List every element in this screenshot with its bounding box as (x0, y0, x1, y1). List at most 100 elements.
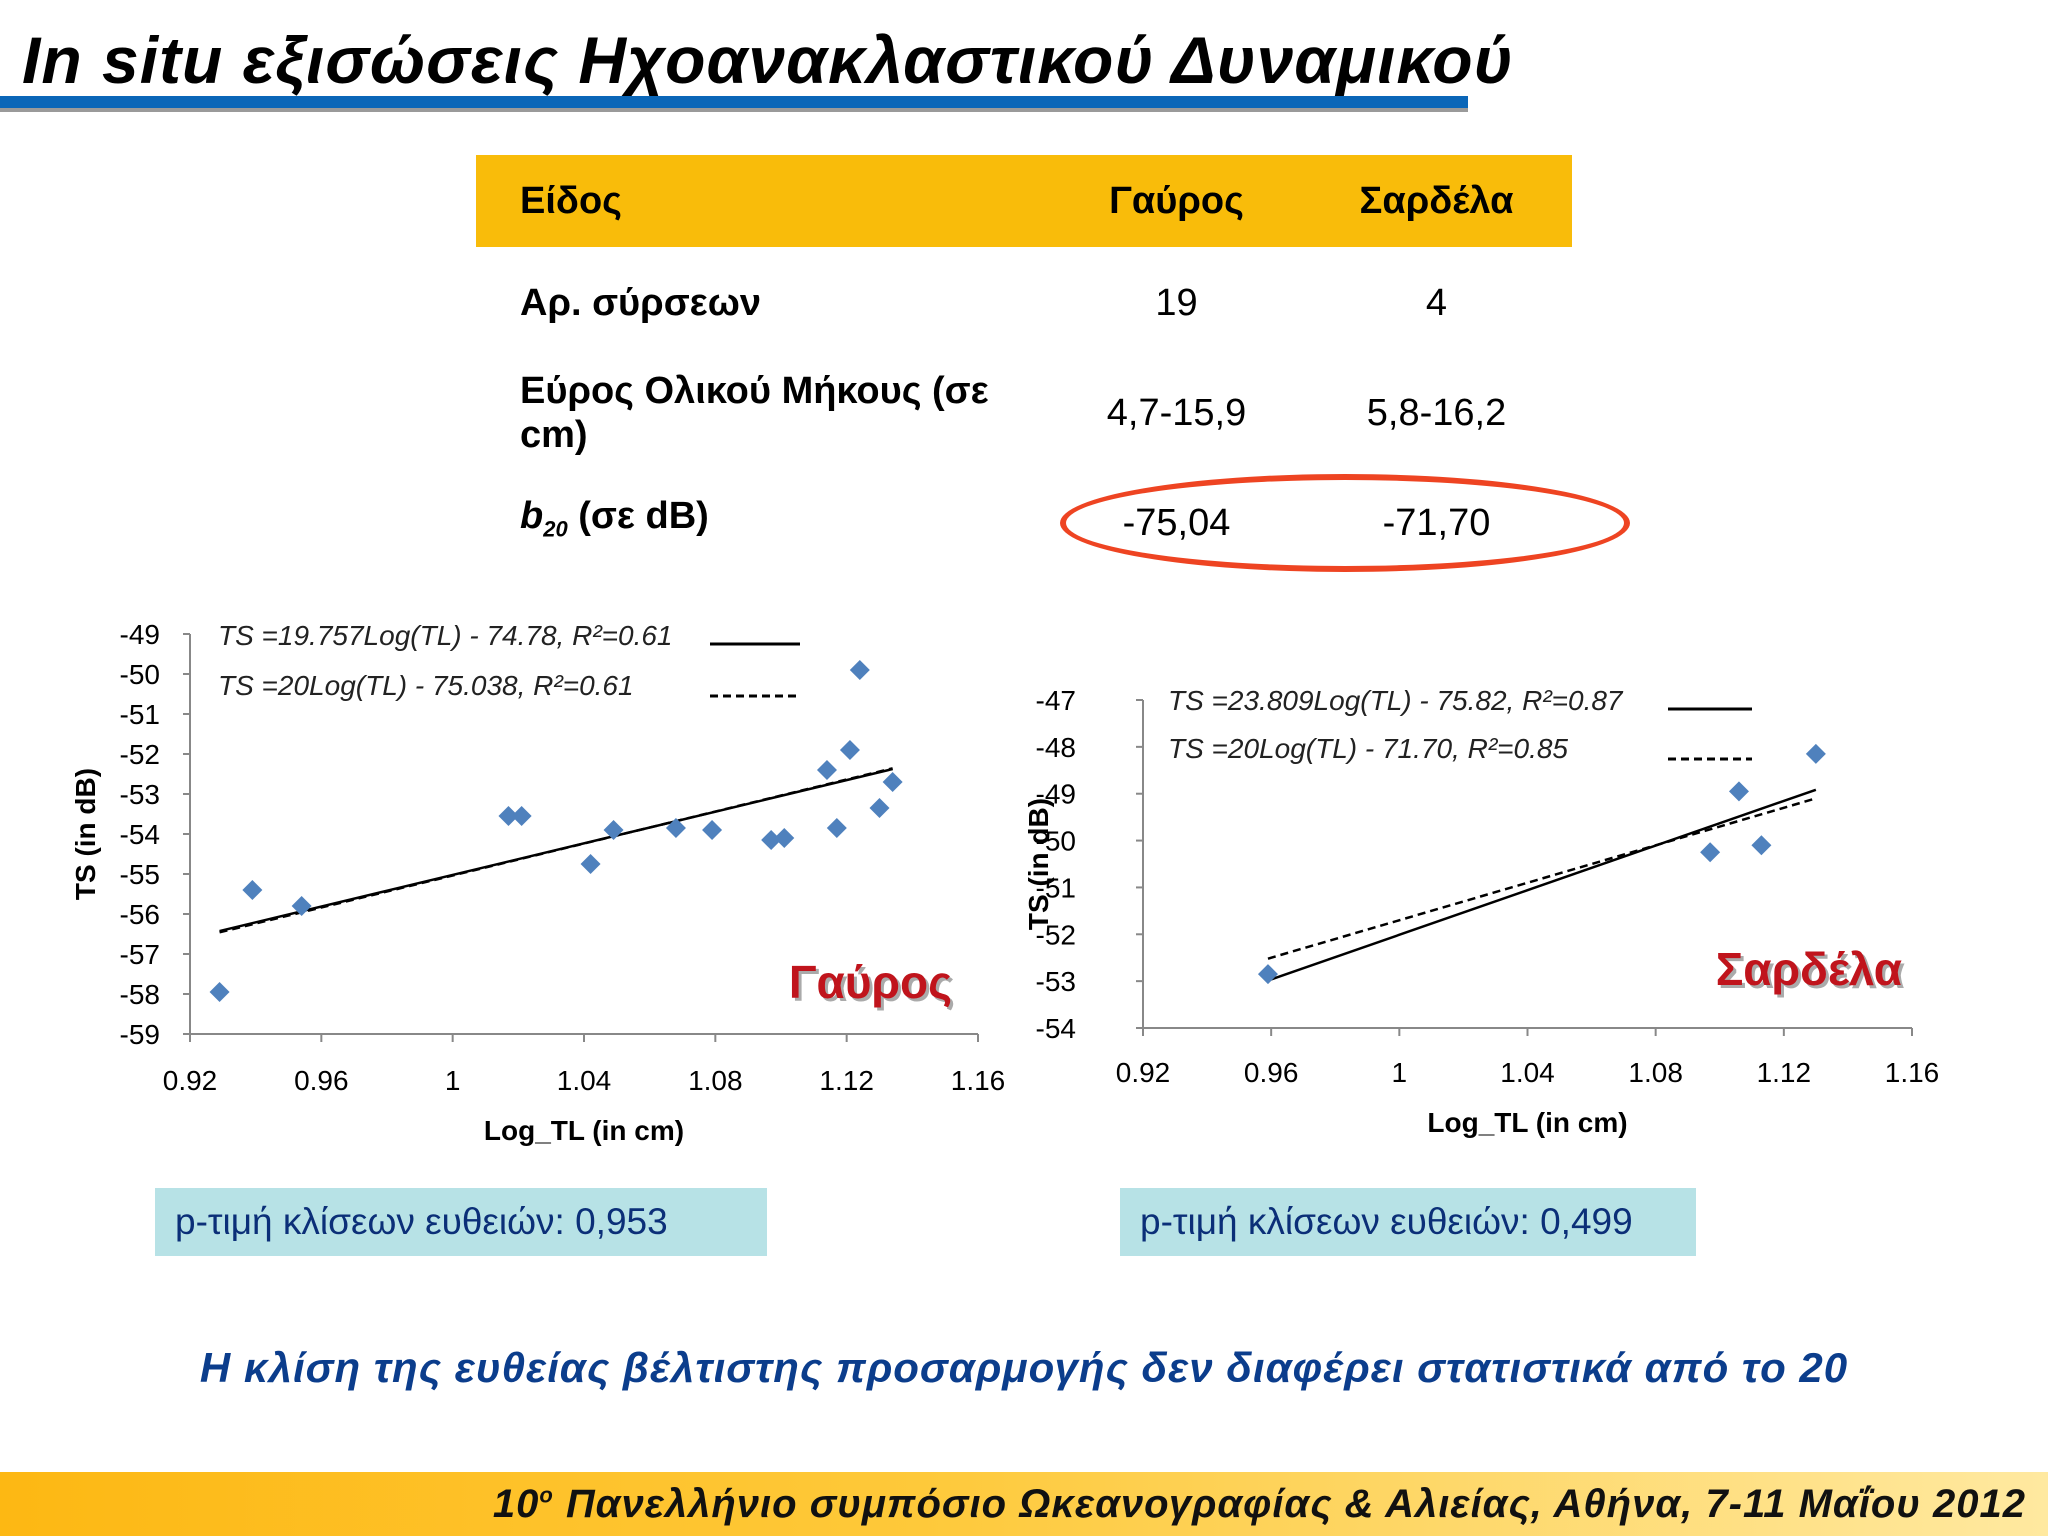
fit-line-dashed (1267, 797, 1817, 960)
y-tick-label: -49 (120, 619, 160, 650)
x-tick-label: 1 (1392, 1057, 1408, 1088)
data-point (1805, 743, 1826, 764)
data-point (511, 806, 532, 826)
y-tick-label: -53 (120, 779, 160, 810)
x-tick-label: 1.04 (1500, 1057, 1555, 1088)
legend-entry: TS =19.757Log(TL) - 74.78, R²=0.61 (218, 620, 673, 651)
table-row: Αρ. σύρσεων 19 4 (476, 247, 1572, 359)
x-tick-label: 0.96 (294, 1065, 349, 1096)
header-sardine: Σαρδέλα (1300, 155, 1572, 247)
x-tick-label: 1.04 (557, 1065, 612, 1096)
x-tick-label: 1.08 (688, 1065, 743, 1096)
x-tick-label: 1.12 (1757, 1057, 1812, 1088)
y-tick-label: -52 (120, 739, 160, 770)
y-tick-label: -59 (120, 1019, 160, 1050)
b20-symbol: b (520, 495, 544, 538)
pvalue-anchovy: p-τιμή κλίσεων ευθειών: 0,953 (155, 1188, 767, 1256)
data-point (869, 798, 890, 818)
x-tick-label: 1 (445, 1065, 461, 1096)
x-tick-label: 1.16 (1885, 1057, 1940, 1088)
y-tick-label: -48 (1036, 732, 1076, 763)
data-point (1257, 964, 1278, 985)
species-label: Σαρδέλα (1716, 943, 1902, 995)
conclusion-text: Η κλίση της ευθείας βέλτιστης προσαρμογή… (199, 1344, 1849, 1391)
y-tick-label: -58 (120, 979, 160, 1010)
data-point (1751, 835, 1772, 856)
y-tick-label: -47 (1036, 685, 1076, 716)
footer-text: 10ο Πανελλήνιο συμπόσιο Ωκεανογραφίας & … (493, 1482, 2026, 1527)
x-axis-label: Log_TL (in cm) (484, 1115, 684, 1146)
cell-anchovy: 4,7-15,9 (1106, 391, 1247, 434)
x-tick-label: 0.96 (1244, 1057, 1299, 1088)
x-tick-label: 1.12 (819, 1065, 874, 1096)
x-tick-label: 0.92 (1116, 1057, 1171, 1088)
cell-sardine: 4 (1425, 281, 1448, 324)
row-label: Αρ. σύρσεων (520, 282, 761, 324)
row-label: b20 (σε dB) (476, 467, 1052, 579)
footer-bar: 10ο Πανελλήνιο συμπόσιο Ωκεανογραφίας & … (0, 1472, 2048, 1536)
y-tick-label: -54 (1036, 1013, 1076, 1044)
y-tick-label: -51 (1036, 872, 1076, 903)
species-label-shadow: Σαρδέλα (1719, 946, 1905, 998)
y-tick-label: -50 (120, 659, 160, 690)
x-tick-label: 0.92 (163, 1065, 218, 1096)
x-axis-label: Log_TL (in cm) (1427, 1107, 1627, 1138)
legend-entry: TS =20Log(TL) - 71.70, R²=0.85 (1168, 733, 1568, 764)
data-point (849, 660, 870, 680)
data-point (1728, 781, 1749, 802)
data-point (665, 818, 686, 838)
footer-sup: ο (539, 1482, 554, 1508)
b20-subscript: 20 (543, 516, 568, 542)
y-tick-label: -49 (1036, 779, 1076, 810)
highlight-ellipse (1060, 474, 1630, 572)
data-point (816, 760, 837, 780)
species-label: Γαύρος (789, 956, 952, 1008)
species-table: Είδος Γαύρος Σαρδέλα Αρ. σύρσεων 19 4 Εύ… (476, 155, 1572, 579)
header-species: Είδος (476, 155, 1052, 247)
data-point (774, 828, 795, 848)
data-point (761, 830, 782, 850)
species-label-shadow: Γαύρος (792, 959, 955, 1011)
cell-anchovy: 19 (1155, 281, 1198, 324)
data-point (826, 818, 847, 838)
y-tick-label: -50 (1036, 826, 1076, 857)
pvalue-sardine: p-τιμή κλίσεων ευθειών: 0,499 (1120, 1188, 1696, 1256)
data-point (839, 740, 860, 760)
data-point (1700, 842, 1721, 863)
y-tick-label: -52 (1036, 919, 1076, 950)
fit-line-dashed (219, 767, 893, 934)
row-label: Εύρος Ολικού Μήκους (σε cm) (520, 370, 989, 456)
table-row: Εύρος Ολικού Μήκους (σε cm) 4,7-15,9 5,8… (476, 359, 1572, 467)
fit-line-solid (1267, 788, 1817, 982)
y-tick-label: -57 (120, 939, 160, 970)
title-rule (0, 96, 1468, 108)
slide-title: In situ εξισώσεις Ηχοανακλαστικού Δυναμι… (22, 23, 1514, 97)
data-point (580, 854, 601, 874)
y-axis-label: TS (in dB) (1023, 798, 1054, 930)
data-point (291, 896, 312, 916)
footer-number: 10 (492, 1482, 540, 1526)
table-header-row: Είδος Γαύρος Σαρδέλα (476, 155, 1572, 247)
y-axis-label: TS (in dB) (70, 768, 101, 900)
x-tick-label: 1.08 (1628, 1057, 1683, 1088)
data-point (702, 820, 723, 840)
cell-sardine: 5,8-16,2 (1366, 391, 1507, 434)
header-anchovy: Γαύρος (1052, 155, 1301, 247)
y-tick-label: -51 (120, 699, 160, 730)
data-point (209, 982, 230, 1002)
footer-caption: Πανελλήνιο συμπόσιο Ωκεανογραφίας & Αλιε… (565, 1482, 2026, 1526)
y-tick-label: -56 (120, 899, 160, 930)
x-tick-label: 1.16 (951, 1065, 1006, 1096)
b20-unit: (σε dB) (567, 495, 709, 538)
data-point (498, 806, 519, 826)
y-tick-label: -53 (1036, 966, 1076, 997)
data-point (242, 880, 263, 900)
y-tick-label: -55 (120, 859, 160, 890)
data-point (603, 820, 624, 840)
legend-entry: TS =20Log(TL) - 75.038, R²=0.61 (218, 670, 634, 701)
y-tick-label: -54 (120, 819, 160, 850)
data-point (882, 772, 903, 792)
legend-entry: TS =23.809Log(TL) - 75.82, R²=0.87 (1168, 685, 1624, 716)
